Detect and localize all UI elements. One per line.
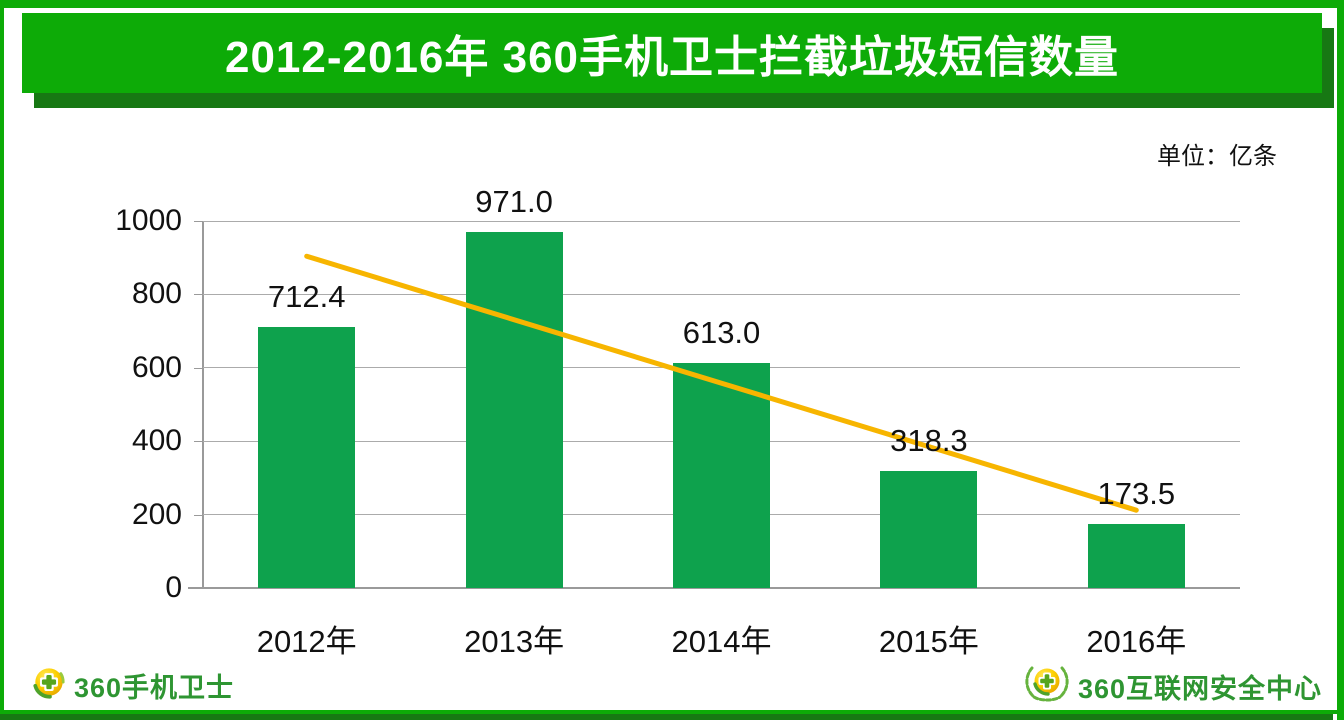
x-axis-label-2015年: 2015年 — [878, 624, 979, 659]
page-border-left — [0, 0, 4, 720]
y-axis-label-600: 600 — [131, 350, 182, 384]
data-label-2016年: 173.5 — [1097, 476, 1176, 512]
x-axis-label-2012年: 2012年 — [256, 624, 357, 659]
data-label-2012年: 712.4 — [267, 278, 346, 314]
data-label-2013年: 971.0 — [475, 183, 553, 219]
data-label-2014年: 613.0 — [682, 315, 761, 351]
bar-2014年 — [673, 363, 770, 588]
bar-2016年 — [1087, 524, 1185, 588]
360-logo-icon — [32, 666, 66, 705]
bar-2012年 — [258, 326, 356, 588]
y-axis-label-200: 200 — [131, 497, 182, 531]
y-axis-label-400: 400 — [131, 424, 182, 458]
y-tick-1000 — [194, 221, 203, 222]
y-tick-800 — [194, 294, 203, 296]
unit-label: 单位：亿条 — [1157, 143, 1277, 170]
x-axis-label-2016年: 2016年 — [1086, 624, 1187, 659]
page-border-bottom — [0, 710, 1344, 714]
y-tick-200 — [194, 514, 203, 516]
trend-line — [304, 253, 1139, 513]
360-security-center-logo-text: 360互联网安全中心 — [1077, 674, 1322, 704]
x-axis-label-2013年: 2013年 — [464, 624, 565, 659]
360-security-center-logo: 360互联网安全中心 — [1022, 662, 1322, 711]
y-axis-label-0: 0 — [165, 571, 182, 604]
gridline-800 — [203, 293, 1240, 295]
title-banner: 2012-2016年 360手机卫士拦截垃圾短信数量 — [22, 13, 1322, 93]
page-border-top — [0, 0, 1344, 8]
page-border-right — [1337, 8, 1344, 720]
y-axis-label-1000: 1000 — [115, 204, 182, 237]
y-tick-400 — [194, 441, 203, 443]
360-mobile-guard-logo-text: 360手机卫士 — [74, 673, 235, 703]
chart-title: 2012-2016年 360手机卫士拦截垃圾短信数量 — [224, 33, 1120, 82]
bar-2013年 — [465, 231, 563, 588]
gridline-1000 — [203, 220, 1240, 222]
page-border-bottom-shadow — [0, 714, 1333, 720]
y-tick-600 — [194, 367, 203, 369]
plot-area: 712.4 971.0 613.0 318.3 173.5 — [203, 184, 1240, 588]
x-axis-line — [188, 587, 1240, 589]
data-label-2015年: 318.3 — [890, 423, 968, 459]
360-mobile-guard-logo: 360手机卫士 — [32, 666, 234, 705]
bar-2015年 — [880, 471, 978, 588]
x-axis-label-2014年: 2014年 — [671, 624, 772, 659]
y-axis-line — [202, 221, 204, 588]
y-axis-label-800: 800 — [131, 277, 182, 311]
360-security-center-logo-icon — [1022, 662, 1072, 711]
